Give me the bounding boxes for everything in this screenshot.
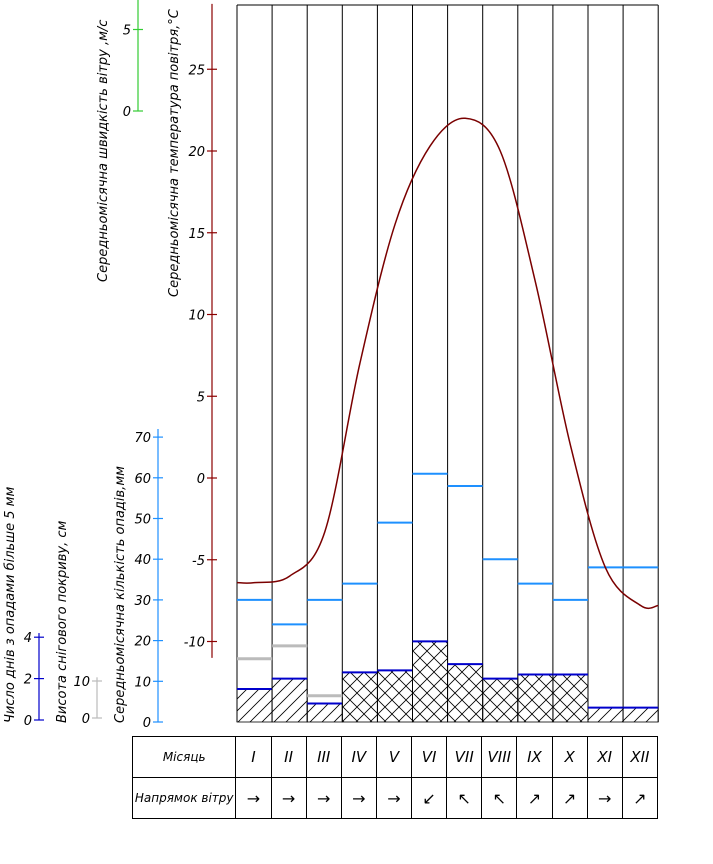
wind-direction-cell: ↖ <box>481 777 518 819</box>
wind-direction-cell: ↗ <box>516 777 553 819</box>
wind-direction-cell: → <box>305 777 342 819</box>
snow_cover-tick-label: 10 <box>73 675 90 690</box>
days-precip-bars <box>236 640 659 723</box>
month-cell: III <box>305 736 342 778</box>
precipitation-tick-label: 0 <box>143 716 151 731</box>
wind_speed-tick-label: 5 <box>123 24 131 39</box>
temperature-tick-label: 5 <box>197 390 205 405</box>
days_precip-tick-label: 2 <box>24 673 32 688</box>
temperature-line <box>236 117 659 610</box>
wind_speed-axis-label: Середньомісячна швидкість вітру ,м/с <box>96 20 111 282</box>
temperature-tick-label: 10 <box>188 309 205 324</box>
days-precip-bar <box>306 703 343 723</box>
month-cell: VII <box>446 736 483 778</box>
month-cell: X <box>551 736 588 778</box>
days-precip-bar <box>552 674 589 723</box>
temperature-path <box>236 117 659 610</box>
temperature-axis-label: Середньомісячна температура повітря,°С <box>167 8 182 297</box>
temperature-tick-label: -10 <box>184 636 205 651</box>
wind_speed-tick-label: 0 <box>123 105 131 120</box>
month-cell: I <box>235 736 272 778</box>
wind-direction-cell: → <box>270 777 307 819</box>
days_precip-axis-label: Число днів з опадами більше 5 мм <box>3 487 18 723</box>
days-precip-bar <box>622 707 659 723</box>
info-table: Місяць I II III IV V VI VII VIII IX X XI XII Напрям… <box>131 736 659 819</box>
wind-direction-row-label: Напрямок вітру <box>131 777 237 819</box>
wind-direction-cell: ↗ <box>551 777 588 819</box>
temperature-tick-label: 15 <box>188 227 205 242</box>
month-cell: XI <box>586 736 623 778</box>
precipitation-tick-label: 60 <box>134 472 151 487</box>
days-precip-bar <box>271 678 308 723</box>
days-precip-bar <box>447 663 484 723</box>
days-precip-bar <box>341 671 378 723</box>
wind-direction-cell: ↗ <box>621 777 659 819</box>
wind-direction-cell: → <box>375 777 413 819</box>
precipitation-tick-label: 70 <box>134 431 151 446</box>
snow_cover-tick-label: 0 <box>82 712 90 727</box>
precipitation-tick-label: 40 <box>134 553 151 568</box>
wind-direction-cell: ↖ <box>446 777 483 819</box>
month-cell: XII <box>621 736 659 778</box>
days-precip-bar <box>587 707 624 723</box>
precipitation-tick-label: 50 <box>134 513 151 528</box>
precipitation-axis-label: Середньомісячна кількість опадів,мм <box>113 466 128 723</box>
axes: 0510-10-50510152025010203040506070010024… <box>3 0 217 731</box>
month-cell: IX <box>516 736 553 778</box>
month-cell: VIII <box>481 736 518 778</box>
days_precip-tick-label: 0 <box>24 714 32 729</box>
month-cell: II <box>270 736 307 778</box>
temperature-tick-label: -5 <box>192 554 205 569</box>
months-row: Місяць I II III IV V VI VII VIII IX X XI XII <box>131 736 659 778</box>
days_precip-tick-label: 4 <box>24 631 32 646</box>
month-cell: IV <box>340 736 377 778</box>
months-row-label: Місяць <box>131 736 237 778</box>
days-precip-bar <box>376 669 413 723</box>
days-precip-bar <box>412 640 448 723</box>
month-cell: VI <box>411 736 448 778</box>
precipitation-tick-label: 10 <box>134 675 151 690</box>
temperature-tick-label: 20 <box>188 145 205 160</box>
month-cell: V <box>375 736 413 778</box>
snow_cover-axis-label: Висота снігового покриву, см <box>55 521 70 723</box>
wind-direction-cell: ↙ <box>411 777 448 819</box>
precipitation-tick-label: 20 <box>134 635 151 650</box>
precipitation-tick-label: 30 <box>134 594 151 609</box>
days-precip-bar <box>517 674 554 723</box>
temperature-tick-label: 0 <box>197 472 205 487</box>
days-precip-bar <box>236 688 273 723</box>
wind-direction-cell: → <box>586 777 623 819</box>
days-precip-bar <box>482 678 519 723</box>
snow-cover-marks <box>237 644 343 698</box>
wind-direction-cell: → <box>235 777 272 819</box>
temperature-tick-label: 25 <box>188 63 205 78</box>
wind-direction-cell: → <box>340 777 377 819</box>
month-grid <box>236 4 659 722</box>
wind-direction-row: Напрямок вітру → → → → → ↙ ↖ ↖ ↗ ↗ → ↗ <box>131 777 659 819</box>
